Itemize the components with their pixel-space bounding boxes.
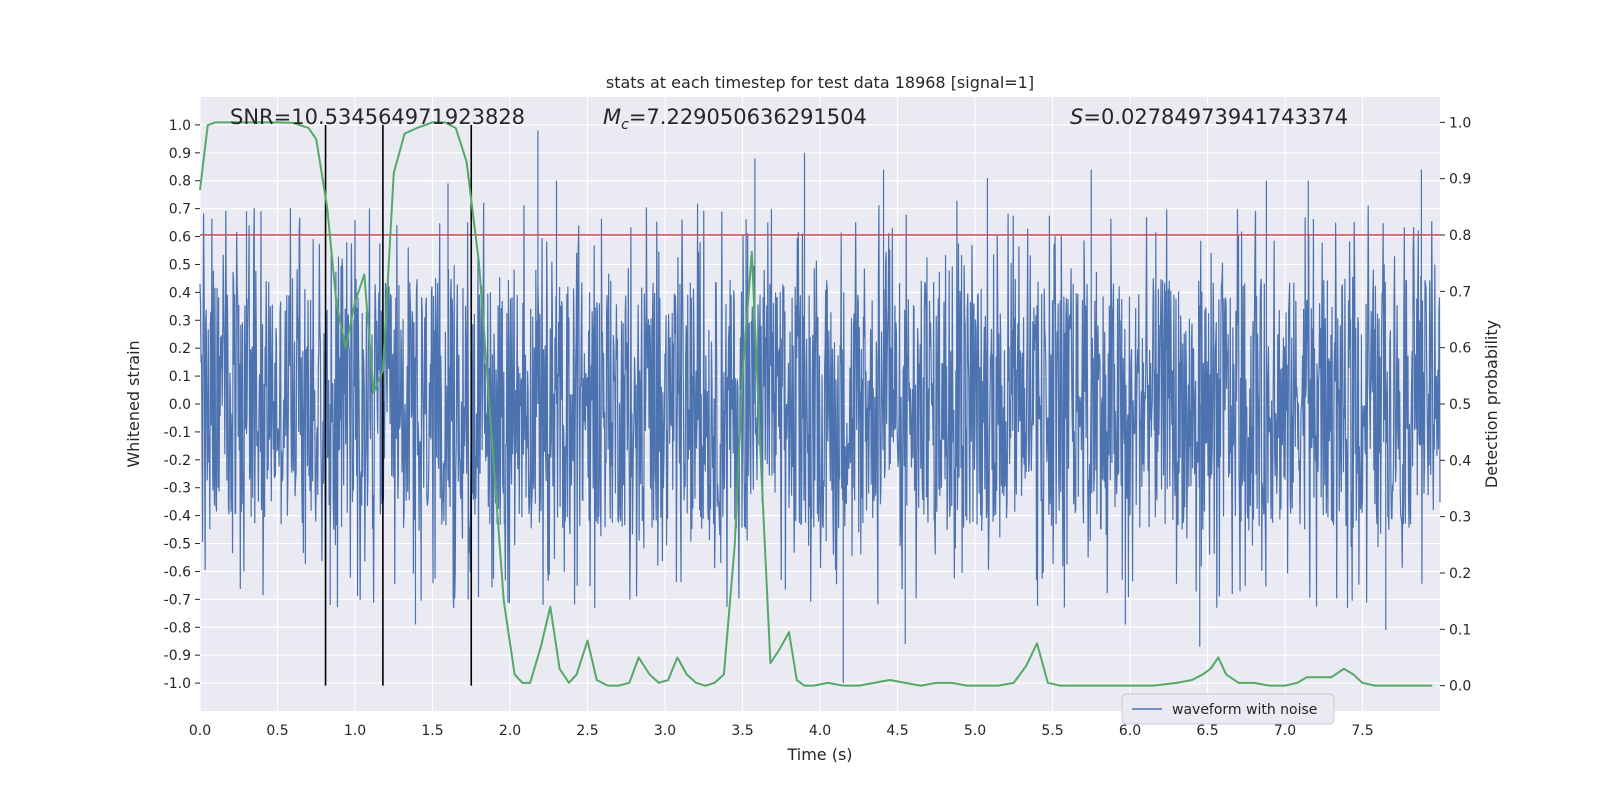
x-tick-label: 5.5: [1041, 723, 1063, 739]
mc-symbol: M: [603, 105, 621, 129]
waveform-line: [199, 130, 1441, 684]
y2-axis-title: Detection probability: [1482, 320, 1501, 488]
mc-subscript: c: [621, 117, 629, 133]
event-lines: [324, 124, 473, 686]
probability-series: [199, 121, 1433, 687]
y-tick-label: 0.1: [169, 369, 191, 385]
y2-tick-label: 0.0: [1449, 679, 1471, 695]
x-tick-label: 0.5: [266, 723, 288, 739]
y-tick-label: 0.5: [169, 257, 191, 273]
x-tick-label: 3.0: [654, 723, 676, 739]
s-value: =0.027849739417433​74: [1083, 105, 1348, 129]
x-tick-label: 1.5: [421, 723, 443, 739]
chart-title: stats at each timestep for test data 189…: [606, 73, 1034, 92]
y-tick-label: -0.7: [164, 592, 191, 608]
y2-tick-label: 1.0: [1449, 115, 1471, 131]
y-tick-label: 0.6: [169, 230, 191, 246]
y-tick-label: 0.4: [169, 285, 191, 301]
y2-tick-label: 0.2: [1449, 566, 1471, 582]
mc-annotation: Mc=7.229050636291504: [603, 105, 867, 133]
snr-annotation: SNR=10.534564971923828: [230, 105, 525, 129]
y2-tick-label: 0.1: [1449, 622, 1471, 638]
y-tick-label: -0.4: [164, 509, 191, 525]
y-tick-label: 0.9: [169, 146, 191, 162]
x-tick-label: 3.5: [731, 723, 753, 739]
y2-tick-label: 0.6: [1449, 341, 1471, 357]
y-tick-label: 0.7: [169, 202, 191, 218]
y2-tick-label: 0.7: [1449, 284, 1471, 300]
y2-tick-label: 0.9: [1449, 172, 1471, 188]
y2-tick-label: 0.5: [1449, 397, 1471, 413]
y-tick-label: -0.8: [164, 620, 191, 636]
y2-axis-ticks: 1.0 0.9 0.8 0.7 0.6 0.5 0.4 0.3 0.2 0.1 0.0: [1440, 115, 1471, 695]
y-axis-ticks: 1.0 0.9 0.8 0.7 0.6 0.5 0.4 0.3 0.2 0.1 0.0 -0.1 -0.…: [164, 118, 200, 692]
y2-tick-label: 0.4: [1449, 453, 1471, 469]
x-tick-label: 6.0: [1119, 723, 1141, 739]
y-tick-label: -0.2: [164, 453, 191, 469]
y-tick-label: 0.3: [169, 313, 191, 329]
y-tick-label: 0.0: [169, 397, 191, 413]
x-tick-label: 6.5: [1196, 723, 1218, 739]
y2-tick-label: 0.8: [1449, 228, 1471, 244]
y-tick-label: -0.6: [164, 564, 191, 580]
x-axis-title: Time (s): [786, 745, 852, 764]
s-symbol: S: [1070, 105, 1083, 129]
x-tick-label: 5.0: [964, 723, 986, 739]
x-tick-label: 2.0: [499, 723, 521, 739]
x-tick-label: 2.5: [576, 723, 598, 739]
legend-box: [1121, 693, 1335, 725]
x-tick-label: 7.0: [1274, 723, 1296, 739]
waveform-series: [199, 130, 1441, 684]
y-tick-label: 1.0: [169, 118, 191, 134]
x-tick-label: 1.0: [344, 723, 366, 739]
s-annotation: S=0.027849739417433​74: [1070, 105, 1348, 129]
y-tick-label: 0.2: [169, 341, 191, 357]
x-axis-ticks: 0.0 0.5 1.0 1.5 2.0 2.5 3.0 3.5 4.0 4.5 5.0 5.5 6.0 6…: [189, 723, 1374, 739]
probability-line: [199, 121, 1433, 687]
mc-value: =7.229050636291504: [629, 105, 867, 129]
y-tick-label: -0.3: [164, 481, 191, 497]
y-axis-title: Whitened strain: [124, 340, 143, 467]
y-tick-label: -1.0: [164, 676, 191, 692]
x-tick-label: 0.0: [189, 723, 211, 739]
y-tick-label: -0.5: [164, 537, 191, 553]
legend: waveform with noise: [1121, 693, 1335, 725]
y-tick-label: -0.1: [164, 425, 191, 441]
x-tick-label: 4.0: [809, 723, 831, 739]
x-tick-label: 7.5: [1351, 723, 1373, 739]
x-tick-label: 4.5: [886, 723, 908, 739]
y-tick-label: -0.9: [164, 648, 191, 664]
y2-tick-label: 0.3: [1449, 510, 1471, 526]
y-tick-label: 0.8: [169, 174, 191, 190]
legend-label-waveform: waveform with noise: [1172, 702, 1317, 718]
